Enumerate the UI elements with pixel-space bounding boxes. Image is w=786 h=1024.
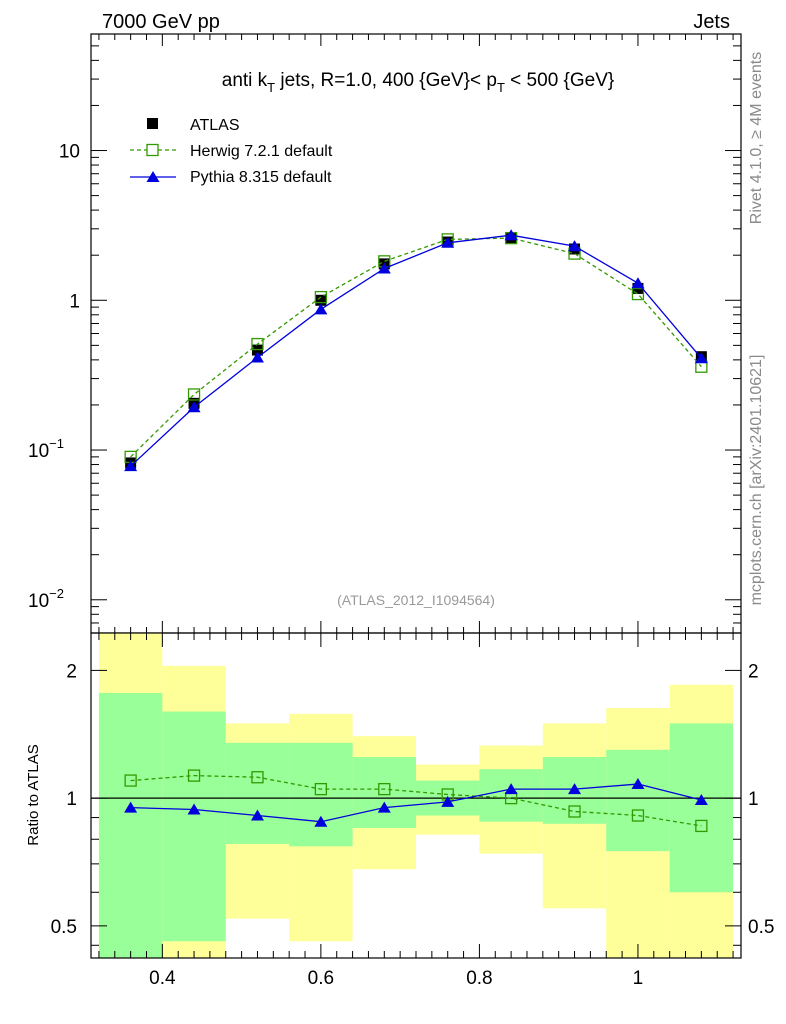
ratio-xtick-label: 1 xyxy=(633,968,644,989)
ratio-inner-band xyxy=(479,769,543,822)
ratio-inner-band xyxy=(225,742,290,844)
legend-marker-pythia xyxy=(146,171,160,182)
ratio-herwig-point xyxy=(631,809,645,822)
main-pythia-point xyxy=(694,352,708,364)
ratio-pythia-line xyxy=(130,783,702,823)
main-pythia-point xyxy=(441,236,455,248)
ratio-xtick-label: 0.4 xyxy=(149,968,176,989)
ratio-herwig-point xyxy=(695,819,708,833)
ratio-herwig-point xyxy=(251,771,264,784)
main-herwig-point xyxy=(631,287,645,301)
main-atlas-point xyxy=(315,294,327,306)
ratio-inner-band xyxy=(606,749,670,852)
main-pythia-point xyxy=(631,277,645,289)
ratio-pythia-point xyxy=(124,801,138,813)
legend-label-pythia: Pythia 8.315 default xyxy=(190,169,332,186)
main-herwig-point xyxy=(187,388,201,401)
main-ytick-label: 1 xyxy=(69,291,80,312)
title-part-2: jets, R=1.0, 400 {GeV}< p xyxy=(275,70,497,91)
ratio-xtick-label: 0.8 xyxy=(466,968,492,989)
main-pythia-point xyxy=(187,401,201,413)
source-label: mcplots.cern.ch [arXiv:2401.10621] xyxy=(748,355,765,606)
main-pythia-point xyxy=(568,240,582,252)
main-herwig-line xyxy=(130,237,702,458)
main-pythia-point xyxy=(250,351,264,363)
ratio-pythia-point xyxy=(568,783,582,795)
ratio-ytick-label-left: 1 xyxy=(66,789,77,810)
ratio-herwig-point xyxy=(378,782,391,796)
ratio-inner-band xyxy=(98,692,163,958)
title-sub-1: T xyxy=(267,80,275,95)
ratio-pythia-point xyxy=(504,783,518,795)
ratio-pythia-point xyxy=(250,809,264,821)
main-pythia-point xyxy=(314,303,328,315)
ratio-herwig-point xyxy=(187,769,201,782)
ratio-inner-band xyxy=(162,711,226,942)
ratio-herwig-line xyxy=(130,774,702,827)
main-ytick-label: 10−1 xyxy=(28,436,64,462)
ratio-inner-band xyxy=(669,723,734,893)
main-pythia-point xyxy=(504,229,518,241)
ratio-ytick-label-left: 2 xyxy=(66,661,77,682)
main-title: anti kT jets, R=1.0, 400 {GeV}< pT < 500… xyxy=(222,70,615,95)
ratio-ytick-label-right: 0.5 xyxy=(748,917,774,938)
ratio-pythia-point xyxy=(314,815,328,827)
analysis-watermark: (ATLAS_2012_I1094564) xyxy=(337,592,495,608)
main-frame xyxy=(90,33,742,634)
ratio-herwig-point xyxy=(314,782,328,796)
ratio-pythia-point xyxy=(377,801,391,813)
main-herwig-point xyxy=(251,337,264,351)
ratio-ytick-label-left: 0.5 xyxy=(51,917,77,938)
ratio-frame xyxy=(90,632,742,959)
main-ytick-label: 10−2 xyxy=(28,586,64,612)
ratio-pythia-point xyxy=(187,803,201,815)
ratio-xtick-label: 0.6 xyxy=(308,968,334,989)
main-pythia-point xyxy=(377,262,391,274)
energy-label: 7000 GeV pp xyxy=(102,11,220,33)
category-label: Jets xyxy=(693,11,730,33)
ratio-plot-area: 0.5 0.5 1 1 2 2 0.4 0.6 0.8 1 xyxy=(51,632,774,989)
ratio-ytick-label-right: 2 xyxy=(748,661,759,682)
ratio-herwig-point xyxy=(568,805,581,818)
ratio-inner-band xyxy=(352,757,416,829)
title-part-1: anti k xyxy=(222,70,268,91)
main-plot-area: 10 1 10−1 10−2 xyxy=(28,33,742,634)
ratio-ylabel: Ratio to ATLAS xyxy=(25,744,42,845)
ratio-herwig-point xyxy=(124,774,137,787)
legend-label-atlas: ATLAS xyxy=(190,117,240,134)
legend: ATLAS Herwig 7.2.1 default Pythia 8.315 … xyxy=(130,117,333,186)
ratio-ytick-label-right: 1 xyxy=(748,789,759,810)
ratio-pythia-point xyxy=(631,777,645,789)
main-ytick-label: 10 xyxy=(59,142,80,163)
ratio-panel: 0.5 0.5 1 1 2 2 0.4 0.6 0.8 1 Ratio to ATLAS xyxy=(25,632,774,989)
main-pythia-line xyxy=(130,234,702,467)
legend-label-herwig: Herwig 7.2.1 default xyxy=(190,143,333,160)
legend-marker-herwig xyxy=(146,143,159,157)
ratio-bands xyxy=(98,633,734,958)
main-pythia-point xyxy=(124,460,138,472)
title-part-3: < 500 {GeV} xyxy=(505,70,614,91)
ratio-pythia-point xyxy=(441,795,455,807)
ratio-pythia-point xyxy=(694,793,708,805)
main-herwig-point xyxy=(314,290,328,304)
rivet-label: Rivet 4.1.0, ≥ 4M events xyxy=(748,52,765,224)
title-sub-2: T xyxy=(497,80,505,95)
legend-marker-atlas xyxy=(147,118,158,129)
